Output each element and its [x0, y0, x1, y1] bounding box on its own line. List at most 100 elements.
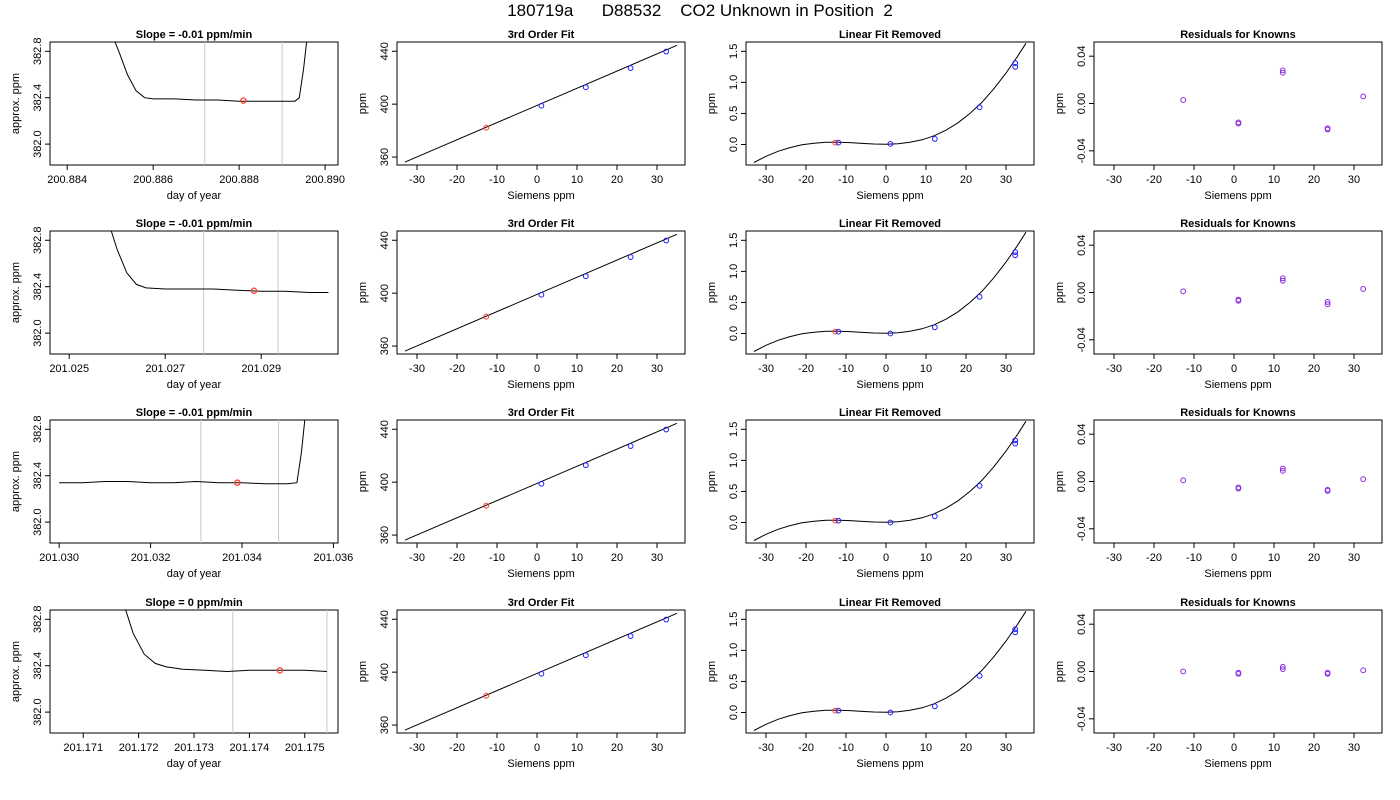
panel-time-series-row-2: Slope = -0.01 ppm/min 201.025 201.027 201.0…	[10, 218, 339, 391]
y-tick-label: 1.0	[728, 453, 740, 468]
panel-title: Slope = -0.01 ppm/min	[136, 218, 253, 230]
plot-content	[753, 231, 1027, 352]
panel-linear-removed-row-2: Linear Fit Removed -30 -20 -10 0 10 20 30 0.0 0.5…	[706, 218, 1035, 391]
data-point	[1279, 275, 1286, 282]
data-point	[1279, 467, 1286, 474]
y-tick-label: 360	[379, 716, 391, 734]
x-tick-label: -10	[838, 363, 854, 375]
y-tick-label: 382.0	[32, 698, 44, 726]
x-tick-label: -10	[489, 174, 505, 186]
panel-title: Slope = -0.01 ppm/min	[136, 29, 253, 41]
cubic-residual-curve	[753, 42, 1027, 163]
panel-title: Residuals for Knowns	[1180, 29, 1296, 41]
y-tick-label: 0.5	[728, 295, 740, 310]
x-axis-label: Siemens ppm	[1204, 190, 1271, 202]
x-tick-label: -20	[449, 742, 465, 754]
data-point	[627, 633, 634, 639]
x-tick-label: 20	[1308, 742, 1320, 754]
data-point	[1012, 626, 1019, 633]
plot-content	[1180, 275, 1367, 308]
selected-point-marker	[250, 287, 258, 295]
x-tick-label: 200.890	[305, 174, 345, 186]
x-axis-label: day of year	[167, 379, 222, 391]
panel-linear-removed-row-1: Linear Fit Removed -30 -20 -10 0 10 20 30 0.0 0.5…	[706, 29, 1035, 202]
y-axis-label: ppm	[357, 661, 369, 682]
y-axis-label: ppm	[357, 93, 369, 114]
x-tick-label: 20	[611, 552, 623, 564]
data-point	[1180, 97, 1187, 103]
y-axis-label: ppm	[706, 661, 718, 682]
x-axis-label: Siemens ppm	[1204, 758, 1271, 770]
data-point	[835, 139, 842, 146]
x-tick-label: 20	[611, 363, 623, 375]
x-tick-label: -10	[838, 742, 854, 754]
y-tick-label: 440	[379, 610, 391, 628]
x-tick-label: 30	[1000, 363, 1012, 375]
data-point	[1012, 252, 1019, 259]
y-tick-label: 1.0	[728, 75, 740, 90]
x-tick-label: 201.171	[63, 742, 103, 754]
y-tick-label: -0.04	[1076, 516, 1088, 541]
x-tick-label: 0	[1231, 742, 1237, 754]
panel-linear-removed-row-3: Linear Fit Removed -30 -20 -10 0 10 20 30 0.0 0.5…	[706, 407, 1035, 580]
x-tick-label: 10	[1268, 363, 1280, 375]
selected-point-marker	[234, 479, 241, 486]
y-tick-label: 382.0	[32, 130, 44, 158]
data-point	[1180, 668, 1187, 675]
x-tick-label: 0	[883, 174, 889, 186]
data-point	[1279, 465, 1286, 472]
data-point	[483, 124, 490, 131]
run-id: 180719a	[507, 1, 574, 20]
data-point	[1360, 667, 1367, 674]
x-tick-label: 20	[611, 742, 623, 754]
plot-frame	[1093, 230, 1383, 355]
x-axis-label: Siemens ppm	[507, 758, 574, 770]
panel-title: 3rd Order Fit	[508, 407, 575, 419]
data-point	[1324, 670, 1331, 677]
x-tick-label: 10	[571, 174, 583, 186]
x-tick-label: 10	[920, 742, 932, 754]
x-axis-label: Siemens ppm	[507, 379, 574, 391]
data-point	[835, 328, 842, 335]
y-tick-label: 382.4	[32, 84, 44, 112]
panel-time-series-row-4: Slope = 0 ppm/min 201.171 201.172 201.173 20…	[10, 597, 339, 770]
cubic-residual-curve	[753, 610, 1027, 731]
y-tick-label: 0.00	[1076, 471, 1088, 492]
y-tick-label: 360	[379, 148, 391, 166]
plot-frame	[745, 230, 1035, 355]
x-tick-label: 10	[571, 552, 583, 564]
y-tick-label: 400	[379, 284, 391, 302]
plot-frame	[49, 419, 339, 544]
x-tick-label: 30	[1348, 174, 1360, 186]
x-tick-label: -20	[1146, 174, 1162, 186]
x-tick-label: 201.032	[131, 552, 171, 564]
y-axis-label: ppm	[1054, 93, 1066, 114]
y-axis-label: ppm	[1054, 661, 1066, 682]
data-point	[582, 273, 589, 280]
x-tick-label: -10	[838, 552, 854, 564]
y-axis-label: approx. ppm	[10, 262, 22, 323]
figure-title: 180719a D88532 CO2 Unknown in Position 2	[0, 1, 1400, 21]
x-tick-label: -10	[489, 363, 505, 375]
x-tick-label: -30	[409, 174, 425, 186]
x-tick-label: -20	[798, 363, 814, 375]
x-tick-label: 30	[1000, 742, 1012, 754]
x-tick-label: 20	[960, 742, 972, 754]
data-point	[931, 324, 938, 331]
concentration-trace	[59, 420, 306, 485]
data-point	[582, 652, 589, 659]
x-tick-label: -10	[1186, 552, 1202, 564]
y-tick-label: -0.04	[1076, 327, 1088, 352]
plot-frame	[396, 609, 686, 734]
y-axis-label: approx. ppm	[10, 451, 22, 512]
x-axis-label: day of year	[167, 758, 222, 770]
data-point	[1235, 120, 1242, 127]
y-tick-label: 382.8	[32, 416, 44, 444]
x-tick-label: -30	[409, 742, 425, 754]
x-tick-label: 10	[920, 363, 932, 375]
data-point	[1360, 476, 1367, 483]
y-tick-label: 0.5	[728, 106, 740, 121]
panel-fit-row-4: 3rd Order Fit -30 -20 -10 0 10 20 30 360 400 440 Si…	[357, 597, 686, 770]
x-tick-label: 201.029	[241, 363, 281, 375]
data-point	[887, 709, 894, 716]
